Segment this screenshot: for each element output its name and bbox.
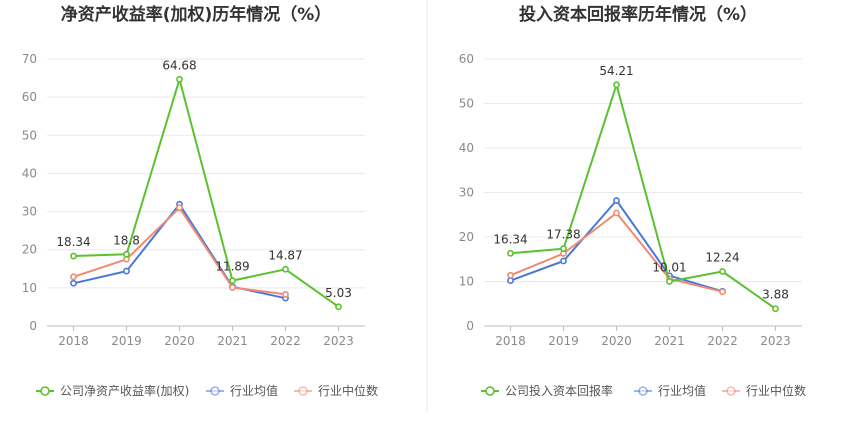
chart2-y-tick-label: 50 bbox=[459, 97, 474, 111]
chart1-legend-label-company: 公司净资产收益率(加权) bbox=[60, 383, 189, 398]
chart2-y-tick-label: 20 bbox=[459, 230, 474, 244]
chart2-point-company bbox=[772, 305, 779, 313]
chart1-point-median bbox=[176, 204, 183, 212]
chart1-x-tick-label: 2020 bbox=[164, 334, 195, 348]
chart1-data-label: 64.68 bbox=[162, 58, 196, 72]
chart2-legend-marker-avg bbox=[638, 386, 648, 396]
chart2-point-company bbox=[560, 245, 567, 253]
chart1-data-label: 5.03 bbox=[325, 286, 352, 300]
chart1-y-tick-label: 30 bbox=[22, 205, 37, 219]
chart2-point-company bbox=[666, 278, 673, 285]
chart2-data-label: 54.21 bbox=[599, 64, 633, 78]
chart1-x-tick-label: 2018 bbox=[58, 334, 89, 348]
chart1-x-tick-label: 2019 bbox=[111, 334, 142, 348]
chart2-title: 投入资本回报率历年情况（%） bbox=[519, 4, 757, 25]
chart2-y-tick-label: 30 bbox=[459, 186, 474, 200]
chart2-y-tick-label: 60 bbox=[459, 52, 474, 66]
chart2-point-median bbox=[613, 209, 620, 217]
chart1-y-tick-label: 70 bbox=[22, 52, 37, 66]
chart1-y-tick-label: 50 bbox=[22, 128, 37, 142]
chart2-y-tick-label: 40 bbox=[459, 141, 474, 155]
chart2-data-label: 12.24 bbox=[705, 251, 739, 265]
chart2-data-label: 16.34 bbox=[493, 232, 527, 246]
chart2-x-tick-label: 2023 bbox=[760, 334, 791, 348]
chart1-point-median bbox=[282, 290, 289, 298]
chart2-legend-label-company: 公司投入资本回报率 bbox=[505, 383, 613, 398]
chart2-x-tick-label: 2020 bbox=[601, 334, 632, 348]
chart1-title: 净资产收益率(加权)历年情况（%） bbox=[61, 4, 332, 25]
chart1-legend-marker-company bbox=[40, 386, 50, 396]
chart2-x-tick-label: 2018 bbox=[495, 334, 526, 348]
chart2-x-tick-label: 2019 bbox=[548, 334, 579, 348]
chart1-legend-label-median: 行业中位数 bbox=[318, 383, 378, 398]
chart2-legend-marker-company bbox=[485, 386, 495, 396]
chart1-x-tick-label: 2021 bbox=[217, 334, 248, 348]
chart1-line-median bbox=[73, 206, 286, 296]
chart2-point-company bbox=[507, 249, 514, 257]
chart1-y-tick-label: 60 bbox=[22, 90, 37, 104]
chart1-y-tick-label: 40 bbox=[22, 166, 37, 180]
chart1-data-label: 18.34 bbox=[56, 235, 90, 249]
chart1-point-median bbox=[229, 284, 236, 291]
chart1-legend-label-avg: 行业均值 bbox=[230, 383, 278, 398]
chart1-point-company bbox=[229, 277, 236, 285]
chart2-line-median bbox=[510, 212, 723, 293]
chart1-y-tick-label: 20 bbox=[22, 243, 37, 257]
chart1-point-company bbox=[70, 252, 77, 260]
chart1-point-avg bbox=[70, 279, 77, 287]
chart2-y-tick-label: 10 bbox=[459, 275, 474, 289]
chart1-data-label: 18.8 bbox=[113, 233, 140, 247]
chart2-legend-label-median: 行业中位数 bbox=[746, 383, 806, 398]
chart2-legend-label-avg: 行业均值 bbox=[658, 383, 706, 398]
chart2-point-company bbox=[613, 81, 620, 89]
chart1-x-tick-label: 2022 bbox=[270, 334, 301, 348]
chart1-line-company bbox=[73, 78, 340, 308]
chart2-point-median bbox=[719, 288, 726, 296]
chart2-point-avg bbox=[507, 277, 514, 285]
chart2-legend-marker-median bbox=[726, 386, 736, 396]
chart1-point-company bbox=[335, 303, 342, 311]
chart1-point-company bbox=[176, 75, 183, 83]
chart1-x-tick-label: 2023 bbox=[323, 334, 354, 348]
chart1-y-tick-label: 10 bbox=[22, 281, 37, 295]
chart1-data-label: 11.89 bbox=[215, 260, 249, 274]
chart2-point-avg bbox=[560, 257, 567, 265]
chart2-line-company bbox=[510, 83, 777, 310]
chart2-data-label: 17.38 bbox=[546, 228, 580, 242]
chart2-point-company bbox=[719, 268, 726, 275]
chart1-point-company bbox=[282, 265, 289, 273]
chart1-point-company bbox=[123, 250, 130, 258]
chart2-y-tick-label: 0 bbox=[466, 319, 474, 333]
chart1-data-label: 14.87 bbox=[268, 248, 302, 262]
chart2-point-median bbox=[507, 271, 514, 279]
chart2-data-label: 3.88 bbox=[762, 288, 789, 302]
chart1-legend-marker-avg bbox=[210, 386, 220, 396]
chart2-data-label: 10.01 bbox=[652, 260, 686, 274]
chart2-x-tick-label: 2022 bbox=[707, 334, 738, 348]
chart1-line-avg bbox=[73, 203, 286, 300]
chart1-legend-marker-median bbox=[298, 386, 308, 396]
chart1-point-median bbox=[70, 273, 77, 281]
chart1-point-avg bbox=[123, 267, 130, 275]
chart2-point-avg bbox=[613, 197, 620, 204]
chart1-y-tick-label: 0 bbox=[29, 319, 37, 333]
chart2-x-tick-label: 2021 bbox=[654, 334, 685, 348]
